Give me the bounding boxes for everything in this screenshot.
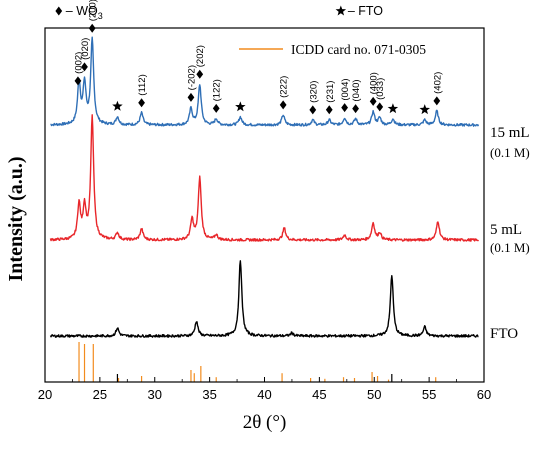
series-sub-label: (0.1 M)	[490, 145, 530, 160]
legend-wo3-marker	[55, 6, 63, 16]
hkl-label: (222)	[279, 76, 290, 98]
wo3-peak-marker	[138, 98, 145, 108]
hkl-label: (020)	[80, 38, 91, 60]
hkl-label: (004)	[340, 78, 351, 100]
wo3-peak-marker	[352, 104, 359, 114]
plot-frame	[44, 27, 485, 383]
hkl-label: (320)	[308, 81, 319, 103]
x-tick-label: 20	[38, 387, 52, 402]
x-tick-label: 30	[148, 387, 162, 402]
x-tick-label: 55	[422, 387, 436, 402]
wo3-peak-marker	[341, 103, 348, 113]
wo3-peak-marker	[309, 105, 317, 115]
wo3-peak-marker	[433, 96, 441, 106]
fto-peak-marker	[112, 100, 123, 111]
wo3-peak-marker	[74, 76, 82, 86]
wo3-peak-marker	[212, 103, 220, 113]
fto-peak-marker	[387, 103, 399, 114]
series-1	[50, 36, 480, 127]
hkl-label: (040)	[351, 79, 362, 101]
hkl-label: (402)	[432, 72, 443, 94]
wo3-peak-marker	[369, 96, 377, 106]
icdd-legend-label: ICDD card no. 071-0305	[291, 42, 426, 57]
x-axis-label: 2θ (°)	[243, 412, 287, 433]
hkl-label: (200)	[88, 0, 99, 21]
series-3	[49, 260, 479, 338]
series-name-label: 5 mL	[490, 222, 522, 238]
hkl-label: (231)	[325, 81, 336, 103]
x-tick-label: 25	[93, 387, 107, 402]
wo3-peak-marker	[279, 100, 287, 110]
wo3-peak-marker	[81, 62, 88, 72]
fto-peak-marker	[235, 101, 246, 112]
legend-label: – WO3	[66, 4, 103, 21]
fto-peak-marker	[419, 104, 430, 115]
hkl-label: (-202)	[186, 65, 197, 90]
series-name-label: 15 mL	[490, 125, 530, 141]
series-name-label: FTO	[490, 326, 518, 342]
wo3-peak-marker	[187, 92, 195, 102]
legend-label: – FTO	[348, 4, 383, 18]
series-2	[49, 114, 480, 242]
hkl-label: (112)	[137, 74, 148, 95]
hkl-label: (202)	[195, 45, 206, 67]
wo3-peak-marker	[376, 102, 384, 112]
x-tick-label: 50	[367, 387, 381, 402]
series-line	[49, 260, 479, 338]
series-line	[50, 36, 480, 127]
legend-fto-marker	[335, 5, 347, 16]
x-tick-label: 60	[477, 387, 491, 402]
x-tick-label: 40	[257, 387, 271, 402]
hkl-label: (033)	[375, 78, 386, 100]
hkl-label: (002)	[73, 52, 84, 74]
wo3-peak-marker	[196, 69, 204, 79]
wo3-peak-marker	[325, 105, 333, 115]
y-axis-label: Intensity (a.u.)	[5, 156, 27, 281]
series-sub-label: (0.1 M)	[490, 240, 530, 255]
series-line	[49, 114, 480, 242]
x-tick-label: 35	[202, 387, 216, 402]
x-tick-label: 45	[312, 387, 326, 402]
hkl-label: (122)	[212, 79, 223, 101]
hkl-label: (400)	[369, 72, 380, 94]
